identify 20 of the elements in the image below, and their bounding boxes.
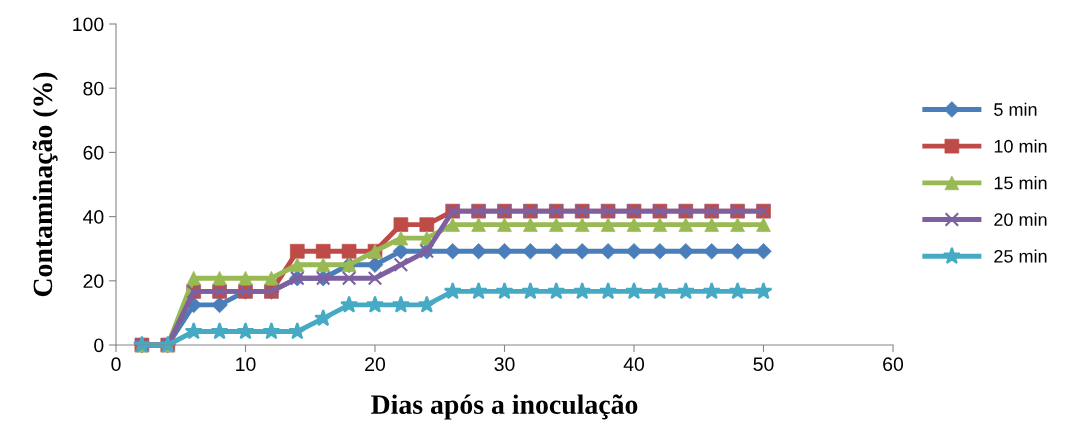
y-axis-title: Contaminação (%) [32, 72, 58, 297]
legend-label: 10 min [994, 139, 1047, 153]
x-tick-label: 20 [365, 357, 386, 372]
y-tick-label: 20 [83, 274, 104, 289]
x-tick-label: 10 [236, 357, 256, 372]
x-tick-label: 50 [753, 357, 774, 372]
legend-label: 5 min [994, 102, 1037, 116]
legend-label: 15 min [994, 176, 1047, 190]
y-tick-label: 0 [94, 338, 104, 353]
x-tick-label: 40 [623, 357, 645, 372]
x-tick-label: 30 [494, 357, 515, 372]
x-axis-title: Dias após a inoculação [371, 394, 638, 420]
x-tick-label: 0 [111, 357, 121, 372]
y-tick-label: 60 [83, 145, 104, 160]
y-tick-label: 100 [73, 17, 104, 32]
y-tick-label: 80 [83, 81, 104, 96]
y-tick-label: 40 [83, 210, 104, 224]
legend-label: 20 min [994, 212, 1047, 227]
x-tick-label: 60 [883, 357, 904, 372]
legend-label: 25 min [994, 249, 1047, 263]
